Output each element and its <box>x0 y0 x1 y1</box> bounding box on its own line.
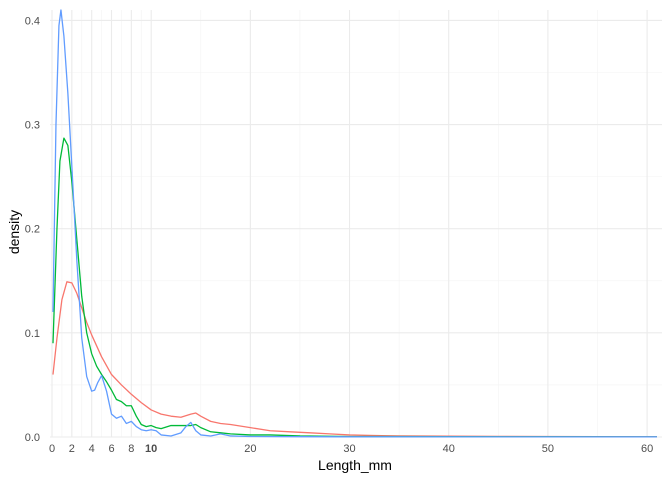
density-line-3 <box>52 9 658 438</box>
series-lines <box>52 9 658 438</box>
density-line-1 <box>52 281 657 438</box>
y-tick-label: 0.2 <box>25 224 40 236</box>
x-tick-label: 20 <box>244 443 256 455</box>
x-tick-label: 10 <box>145 443 157 455</box>
y-axis-tick-labels: 0.0 0.1 0.2 0.3 0.4 <box>25 15 40 444</box>
y-tick-label: 0.0 <box>25 432 40 444</box>
minor-gridlines-y <box>50 72 662 386</box>
x-axis-title: Length_mm <box>318 457 392 473</box>
x-tick-label: 6 <box>108 443 114 455</box>
x-axis-tick-labels: 0 2 4 6 8 10 20 30 40 50 60 <box>49 443 653 455</box>
y-axis-title: density <box>6 210 22 254</box>
x-tick-label: 2 <box>69 443 75 455</box>
x-tick-label: 8 <box>128 443 134 455</box>
density-line-2 <box>52 137 658 438</box>
y-tick-label: 0.3 <box>25 120 40 132</box>
x-tick-label: 40 <box>443 443 455 455</box>
x-tick-label: 60 <box>641 443 653 455</box>
x-tick-label: 50 <box>542 443 554 455</box>
x-tick-label: 4 <box>89 443 95 455</box>
y-tick-label: 0.4 <box>25 15 40 27</box>
major-gridlines-x <box>51 10 648 437</box>
x-tick-label: 30 <box>343 443 355 455</box>
x-tick-label: 0 <box>49 443 55 455</box>
major-gridlines-y <box>50 19 662 438</box>
y-tick-label: 0.1 <box>25 328 40 340</box>
minor-gridlines-x <box>61 10 598 437</box>
